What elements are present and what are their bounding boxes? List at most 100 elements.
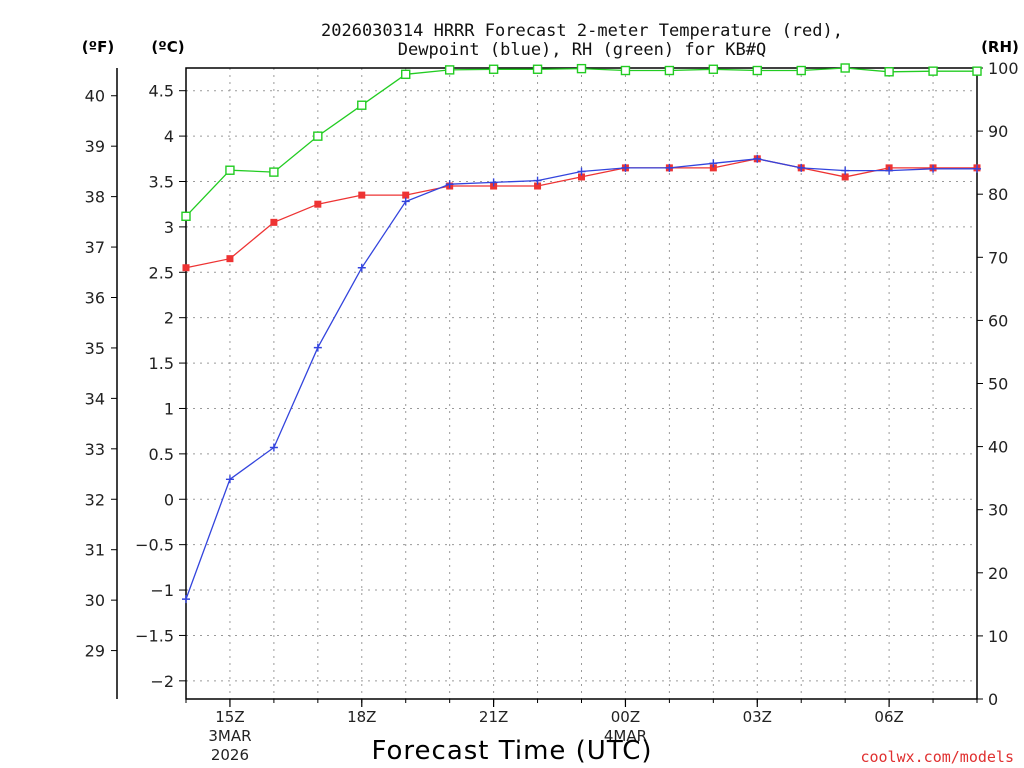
celsius-tick-label: 4: [164, 127, 174, 146]
fahrenheit-tick-label: 35: [85, 339, 105, 358]
celsius-tick-label: 1.5: [149, 354, 174, 373]
fahrenheit-tick-label: 32: [85, 490, 105, 509]
fahrenheit-tick-label: 36: [85, 289, 105, 308]
rh-tick-label: 80: [988, 185, 1008, 204]
dewpoint-point: [489, 178, 498, 187]
rh-point: [313, 131, 323, 141]
dewpoint-point: [665, 163, 674, 172]
rh-point: [269, 167, 279, 177]
data-series: [181, 63, 982, 604]
x-tick-label: 15Z: [215, 708, 244, 726]
celsius-unit-label: (ºC): [151, 38, 184, 56]
temperature-point: [270, 218, 278, 226]
x-axis-label: Forecast Time (UTC): [371, 736, 652, 766]
rh-point: [752, 65, 762, 76]
temperature-point: [709, 164, 717, 172]
rh-tick-label: 40: [988, 438, 1008, 457]
series-open-square: [181, 63, 982, 221]
x-tick-date-label: 3MAR: [208, 727, 251, 745]
celsius-tick-label: −2: [150, 672, 174, 691]
celsius-tick-label: 2.5: [149, 263, 174, 282]
dewpoint-point: [577, 167, 586, 176]
celsius-tick-label: 0: [164, 490, 174, 509]
celsius-tick-label: 0.5: [149, 445, 174, 464]
dewpoint-point: [753, 154, 762, 163]
temperature-point: [358, 191, 366, 199]
rh-point: [532, 64, 543, 74]
x-tick-date-label: 4MAR: [604, 727, 647, 745]
rh-point: [884, 67, 894, 77]
dewpoint-point: [973, 164, 981, 173]
rh-point: [401, 69, 411, 80]
fahrenheit-tick-label: 31: [85, 541, 105, 560]
fahrenheit-tick-label: 40: [85, 87, 105, 106]
fahrenheit-unit-label: (ºF): [82, 38, 114, 56]
temperature-point: [578, 173, 585, 181]
rh-point: [664, 65, 675, 76]
rh-point: [928, 66, 938, 76]
temperature-point: [182, 264, 190, 272]
rh-point: [488, 64, 499, 74]
credit-text: coolwx.com/models: [860, 748, 1014, 766]
chart-title-line1: 2026030314 HRRR Forecast 2-meter Tempera…: [321, 21, 843, 41]
dewpoint-point: [797, 163, 806, 172]
dewpoint-point: [929, 164, 938, 173]
rh-point: [620, 65, 631, 76]
rh-tick-label: 100: [988, 59, 1019, 78]
celsius-tick-label: −1.5: [135, 626, 174, 645]
x-tick-year-label: 2026: [211, 746, 249, 764]
rh-point: [972, 66, 982, 76]
dewpoint-point: [885, 166, 894, 175]
temperature-point: [402, 191, 410, 199]
rh-point: [357, 100, 367, 110]
rh-point: [225, 165, 235, 175]
fahrenheit-tick-label: 39: [85, 137, 105, 156]
celsius-tick-label: 3.5: [149, 172, 174, 191]
x-tick-label: 21Z: [479, 708, 508, 726]
celsius-tick-label: −1: [150, 581, 174, 600]
temperature-point: [534, 182, 542, 190]
rh-tick-label: 90: [988, 122, 1008, 141]
celsius-tick-label: 1: [164, 399, 174, 418]
axes: 293031323334353637383940−2−1.5−1−0.500.5…: [85, 59, 1019, 764]
fahrenheit-tick-label: 38: [85, 188, 105, 207]
rh-point: [181, 211, 191, 221]
celsius-tick-label: 3: [164, 218, 174, 237]
rh-point: [576, 63, 587, 74]
rh-tick-label: 0: [988, 690, 998, 709]
rh-point: [840, 63, 850, 73]
dewpoint-point: [445, 180, 454, 189]
x-tick-label: 18Z: [347, 708, 376, 726]
dewpoint-point: [841, 166, 850, 175]
fahrenheit-tick-label: 30: [85, 591, 105, 610]
celsius-tick-label: −0.5: [135, 536, 174, 555]
dewpoint-point: [182, 595, 190, 604]
x-tick-label: 06Z: [874, 708, 903, 726]
series-plus: [182, 154, 981, 604]
rh-point: [708, 64, 719, 74]
temperature-point: [841, 173, 849, 181]
rh-unit-label: (RH): [981, 38, 1019, 56]
dewpoint-point: [709, 159, 718, 168]
celsius-tick-label: 2: [164, 309, 174, 328]
temperature-point: [226, 255, 234, 263]
rh-point: [444, 65, 455, 75]
dewpoint-point: [313, 343, 322, 352]
rh-tick-label: 70: [988, 248, 1008, 267]
grid-lines: [186, 68, 977, 699]
rh-point: [796, 65, 806, 76]
x-tick-label: 03Z: [743, 708, 772, 726]
dewpoint-point: [401, 197, 410, 206]
celsius-tick-label: 4.5: [149, 82, 174, 101]
fahrenheit-tick-label: 29: [85, 642, 105, 661]
dewpoint-point: [269, 443, 278, 452]
rh-tick-label: 30: [988, 501, 1008, 520]
rh-tick-label: 10: [988, 627, 1008, 646]
rh-tick-label: 20: [988, 564, 1008, 583]
x-tick-label: 00Z: [611, 708, 640, 726]
rh-tick-label: 60: [988, 311, 1008, 330]
fahrenheit-tick-label: 37: [85, 238, 105, 257]
dewpoint-point: [621, 163, 630, 172]
dewpoint-point: [357, 263, 366, 272]
